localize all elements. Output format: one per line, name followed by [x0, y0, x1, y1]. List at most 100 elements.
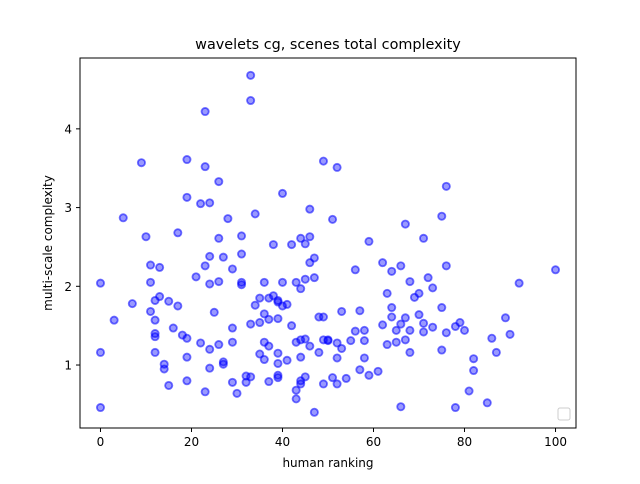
data-point [514, 278, 524, 288]
data-point [200, 387, 210, 397]
data-point [246, 96, 256, 106]
data-point [95, 347, 105, 357]
data-point [419, 233, 429, 243]
data-point [291, 385, 301, 395]
data-point [200, 261, 210, 271]
data-point [423, 273, 433, 283]
data-point [218, 359, 228, 369]
data-point [396, 319, 406, 329]
data-point [391, 325, 401, 335]
data-point [441, 328, 451, 338]
data-point [419, 327, 429, 337]
data-point [337, 306, 347, 316]
data-point [500, 313, 510, 323]
data-point [200, 107, 210, 117]
x-tick-label: 100 [544, 435, 567, 449]
data-point [164, 380, 174, 390]
y-axis-ticks: 1 2 3 4 [64, 122, 80, 373]
data-point [378, 320, 388, 330]
y-axis-label: multi-scale complexity [41, 175, 55, 311]
plot-frame [79, 57, 577, 429]
data-point [255, 349, 265, 359]
data-point [437, 303, 447, 313]
data-point [282, 299, 292, 309]
data-point [296, 233, 306, 243]
data-point [455, 318, 465, 328]
chart-title: wavelets cg, scenes total complexity [195, 37, 461, 53]
data-point [264, 314, 274, 324]
data-point [273, 358, 283, 368]
data-point [273, 314, 283, 324]
data-point [300, 372, 310, 382]
data-point [355, 365, 365, 375]
data-point [259, 355, 269, 365]
data-point [364, 370, 374, 380]
data-point [309, 273, 319, 283]
data-point [136, 158, 146, 168]
data-point [214, 277, 224, 287]
data-point [118, 213, 128, 223]
data-point [241, 377, 251, 387]
data-point [359, 353, 369, 363]
y-tick-label: 1 [64, 359, 72, 373]
y-tick-label: 4 [64, 122, 72, 136]
data-point [146, 277, 156, 287]
data-point [127, 299, 137, 309]
data-point [400, 313, 410, 323]
data-point [296, 379, 306, 389]
data-point [482, 398, 492, 408]
data-point [305, 232, 315, 242]
data-point [428, 322, 438, 332]
data-point [396, 402, 406, 412]
data-point [419, 318, 429, 328]
data-point [214, 233, 224, 243]
data-point [173, 228, 183, 238]
data-point [341, 373, 351, 383]
data-point [223, 214, 233, 224]
data-point [182, 192, 192, 202]
data-point [551, 265, 561, 275]
data-point [318, 312, 328, 322]
data-point [387, 312, 397, 322]
data-point [159, 364, 169, 374]
x-tick-label: 20 [184, 435, 199, 449]
data-point [182, 352, 192, 362]
data-point [287, 321, 297, 331]
data-point [318, 379, 328, 389]
data-point [95, 403, 105, 413]
data-point [309, 253, 319, 263]
data-point [387, 303, 397, 313]
data-point [227, 377, 237, 387]
data-point [246, 319, 256, 329]
data-point [155, 262, 165, 272]
data-point [391, 337, 401, 347]
data-point [332, 379, 342, 389]
data-point [364, 236, 374, 246]
x-axis-ticks: 0 20 40 60 80 100 [97, 428, 567, 449]
data-point [332, 338, 342, 348]
data-point [337, 343, 347, 353]
data-point [237, 231, 247, 241]
data-point [309, 407, 319, 417]
data-point [250, 300, 260, 310]
data-point [405, 325, 415, 335]
data-point [287, 240, 297, 250]
data-point [400, 219, 410, 229]
data-point [227, 264, 237, 274]
data-point [155, 292, 165, 302]
data-point [350, 265, 360, 275]
data-point [441, 181, 451, 191]
data-point [95, 278, 105, 288]
data-points [95, 70, 561, 417]
data-point [332, 162, 342, 172]
data-point [359, 325, 369, 335]
data-point [382, 340, 392, 350]
data-point [227, 323, 237, 333]
data-point [296, 352, 306, 362]
data-point [264, 341, 274, 351]
data-point [300, 334, 310, 344]
data-point [146, 260, 156, 270]
data-point [291, 394, 301, 404]
